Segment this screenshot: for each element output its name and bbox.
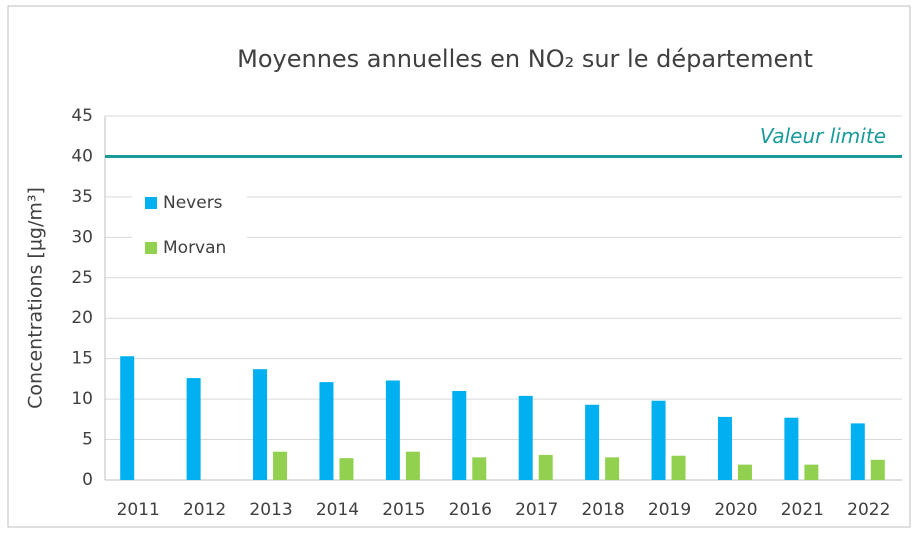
y-tick-label: 30	[71, 227, 93, 247]
bar	[538, 454, 553, 480]
y-axis-label: Concentrations [µg/m³]	[25, 187, 47, 409]
bar	[472, 457, 487, 480]
bar	[120, 356, 135, 480]
y-tick-label: 15	[71, 349, 93, 369]
bar	[253, 369, 268, 480]
x-tick-label: 2022	[847, 500, 890, 520]
y-tick-label: 0	[82, 470, 93, 490]
x-tick-label: 2013	[249, 500, 292, 520]
bar	[385, 380, 400, 480]
limit-label: Valeur limite	[760, 124, 886, 148]
chart-title: Moyennes annuelles en NO₂ sur le départe…	[237, 45, 813, 73]
bar	[339, 458, 354, 480]
x-tick-label: 2011	[117, 500, 160, 520]
x-tick-label: 2020	[714, 500, 757, 520]
legend-label: Morvan	[163, 238, 226, 258]
x-tick-label: 2017	[515, 500, 558, 520]
bar	[605, 457, 620, 480]
y-tick-label: 45	[71, 106, 93, 126]
bar	[651, 400, 666, 480]
x-tick-label: 2012	[183, 500, 226, 520]
y-tick-label: 35	[71, 187, 93, 207]
bar	[452, 391, 467, 480]
x-tick-label: 2015	[382, 500, 425, 520]
y-tick-label: 40	[71, 146, 93, 166]
legend-swatch	[145, 197, 157, 209]
bar	[804, 464, 819, 480]
x-tick-label: 2016	[449, 500, 492, 520]
bar	[717, 416, 732, 480]
bar	[585, 404, 600, 480]
bar	[319, 382, 334, 480]
bar	[273, 451, 288, 480]
x-tick-label: 2014	[316, 500, 359, 520]
y-tick-label: 20	[71, 308, 93, 328]
y-tick-label: 25	[71, 268, 93, 288]
y-tick-label: 10	[71, 389, 93, 409]
bar	[784, 417, 799, 480]
x-tick-label: 2018	[581, 500, 624, 520]
bar	[671, 455, 686, 480]
bar	[518, 395, 533, 480]
x-tick-label: 2019	[648, 500, 691, 520]
legend-label: Nevers	[163, 193, 223, 213]
bar	[186, 378, 201, 480]
bar	[870, 459, 885, 480]
legend-swatch	[145, 242, 157, 254]
x-tick-label: 2021	[781, 500, 824, 520]
y-tick-label: 5	[82, 430, 93, 450]
bar	[405, 451, 420, 480]
bar	[737, 464, 752, 480]
bar	[850, 423, 865, 480]
